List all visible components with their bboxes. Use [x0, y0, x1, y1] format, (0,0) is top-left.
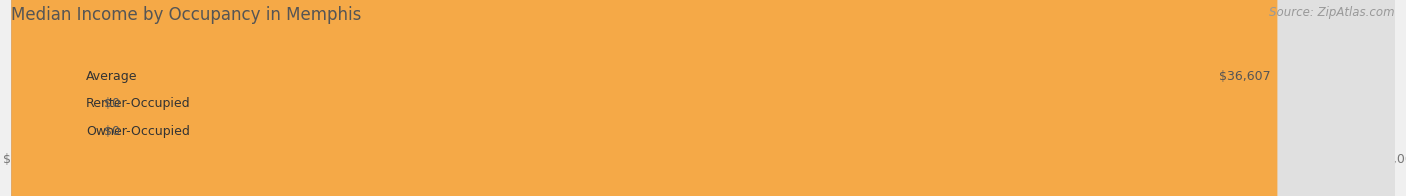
- Text: $36,607: $36,607: [1219, 70, 1271, 83]
- Text: Average: Average: [86, 70, 138, 83]
- Text: $0: $0: [104, 97, 120, 110]
- Text: Renter-Occupied: Renter-Occupied: [86, 97, 191, 110]
- FancyBboxPatch shape: [11, 0, 87, 196]
- Text: Median Income by Occupancy in Memphis: Median Income by Occupancy in Memphis: [11, 6, 361, 24]
- FancyBboxPatch shape: [11, 0, 1278, 196]
- FancyBboxPatch shape: [11, 0, 1395, 196]
- FancyBboxPatch shape: [11, 0, 1395, 196]
- Text: Owner-Occupied: Owner-Occupied: [86, 125, 190, 138]
- Text: Source: ZipAtlas.com: Source: ZipAtlas.com: [1270, 6, 1395, 19]
- Text: $0: $0: [104, 125, 120, 138]
- FancyBboxPatch shape: [11, 0, 87, 196]
- FancyBboxPatch shape: [11, 0, 1395, 196]
